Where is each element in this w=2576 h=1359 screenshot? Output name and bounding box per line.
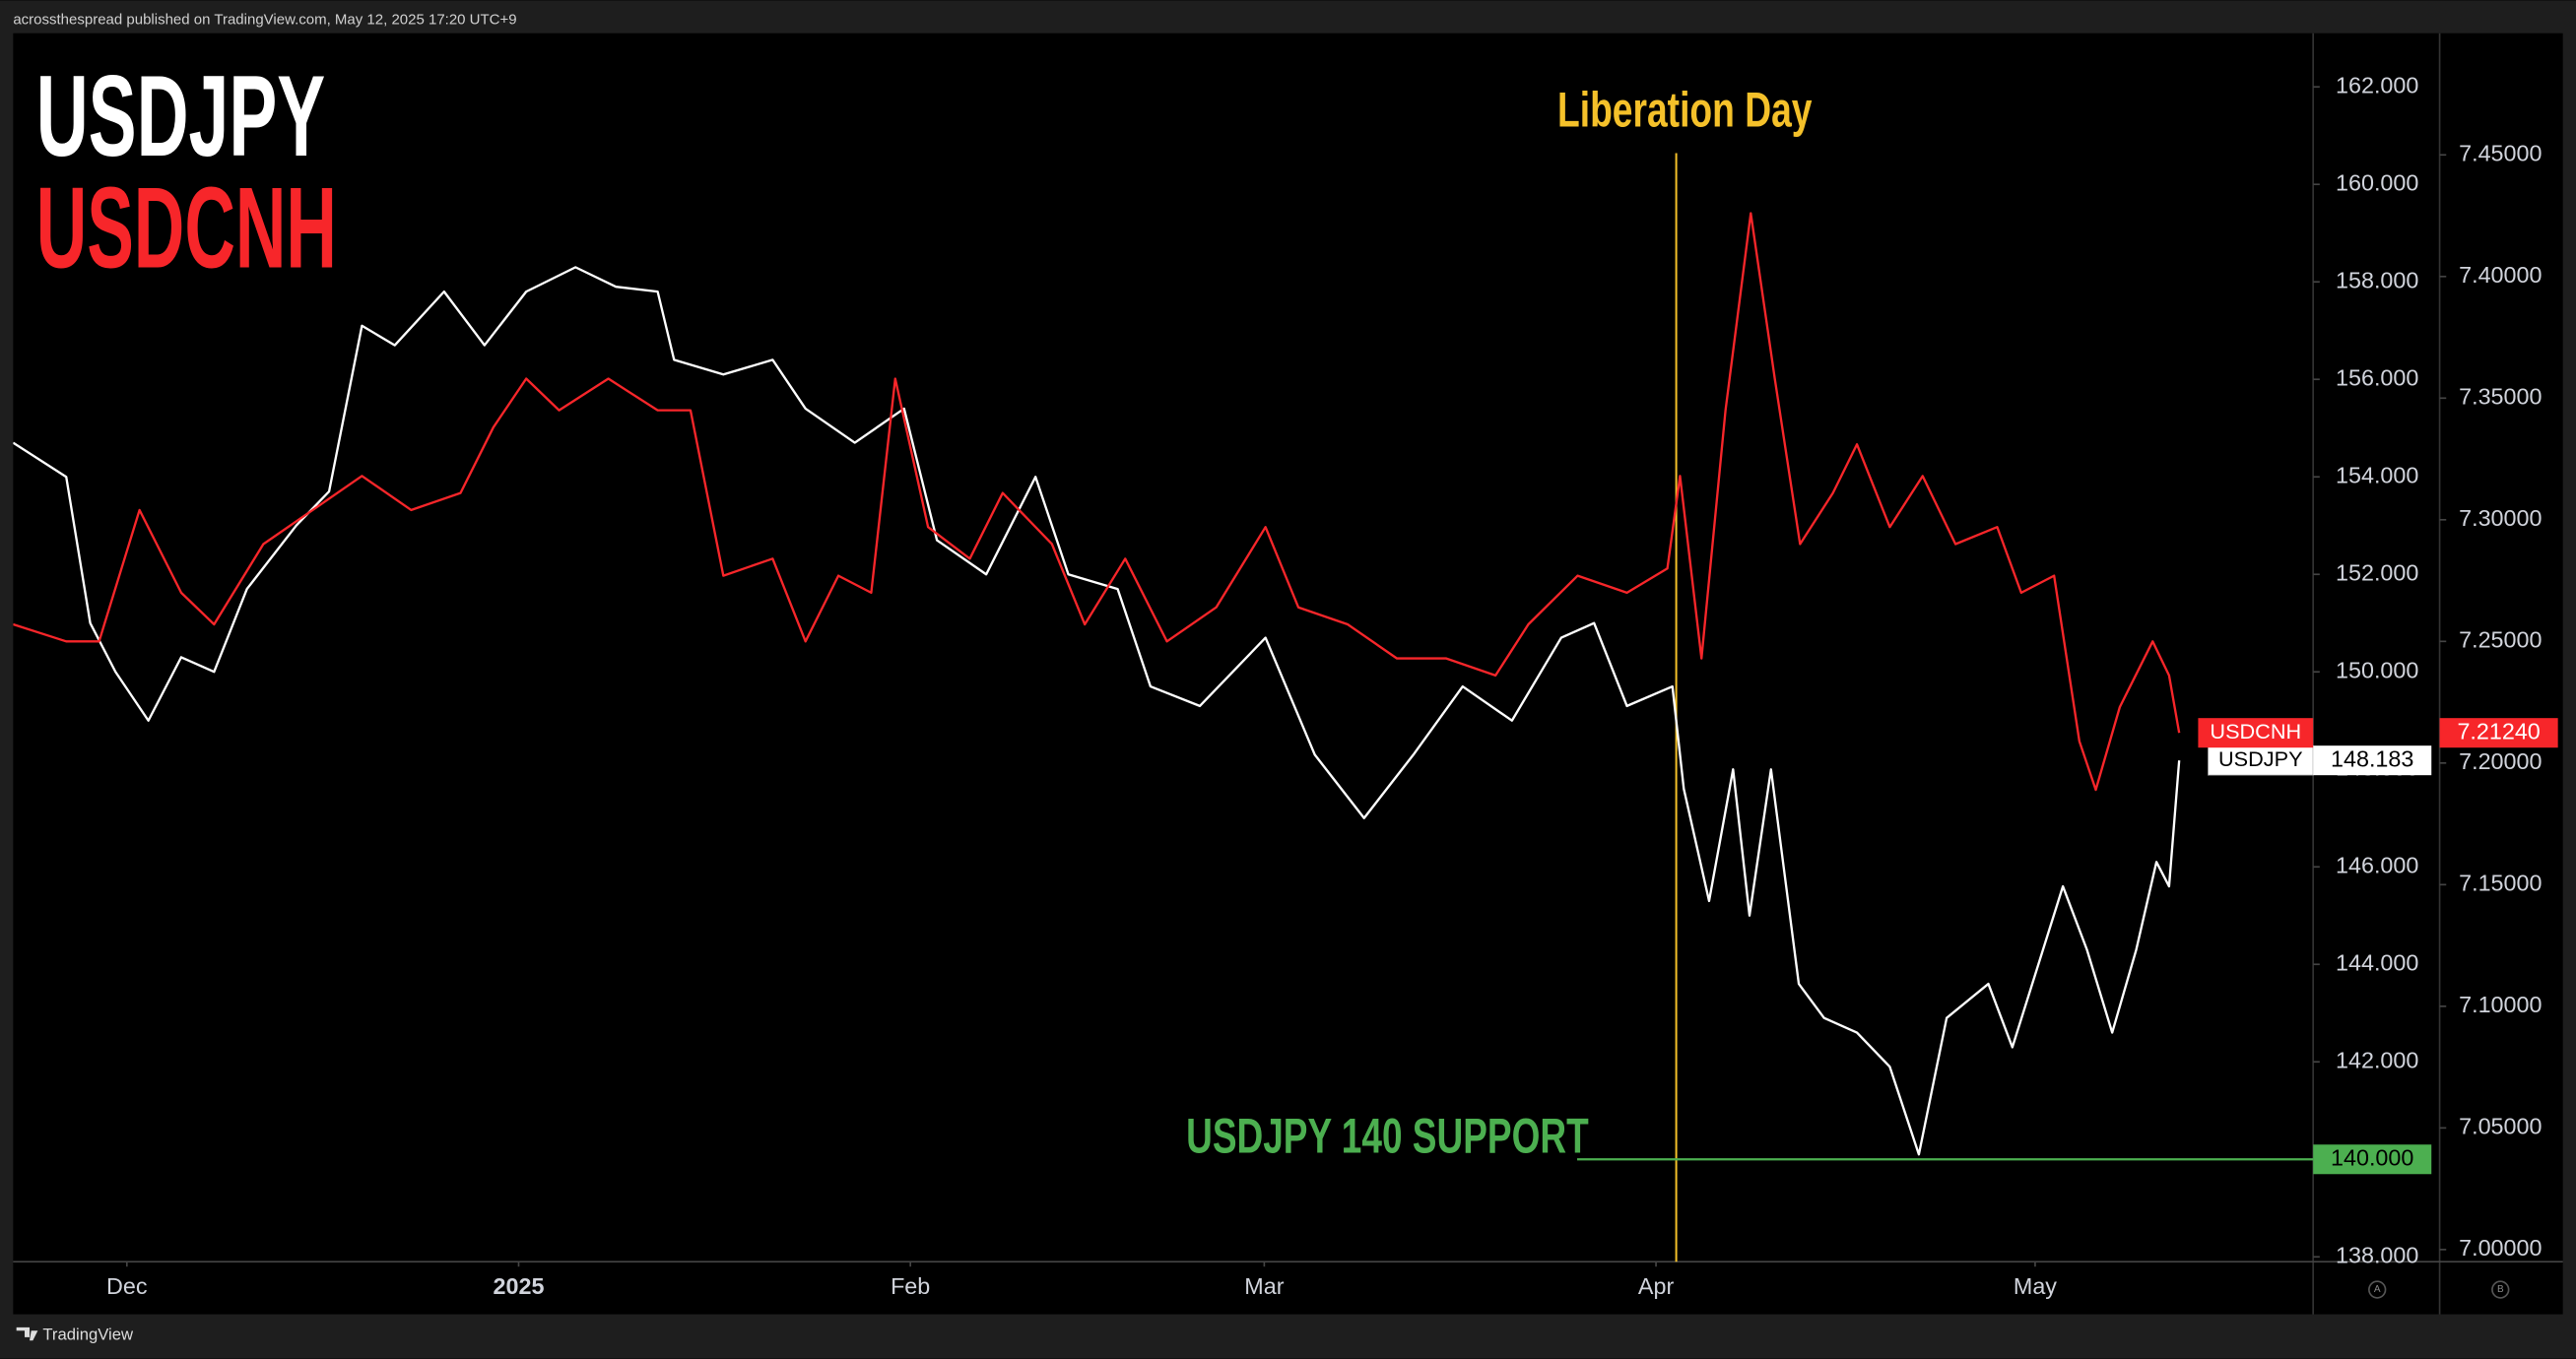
name-badge [2198, 718, 2314, 748]
y2-tick-label: 7.25000 [2459, 626, 2542, 652]
y-tick-label: 162.000 [2336, 72, 2418, 97]
y2-tick-label: 7.35000 [2459, 383, 2542, 409]
price-line [13, 212, 2181, 792]
name-badge-label: USDCNH [2210, 719, 2301, 744]
scale-button[interactable] [2491, 1280, 2510, 1299]
price-line [13, 266, 2181, 1156]
event-label: Liberation Day [1557, 83, 1813, 138]
y-tick-label: 160.000 [2336, 169, 2418, 195]
y-tick-label: 156.000 [2336, 364, 2418, 390]
y2-tick-label: 7.00000 [2459, 1235, 2542, 1261]
price-badge [2439, 718, 2558, 748]
name-badge [2208, 744, 2314, 776]
brand-logo [16, 1327, 38, 1341]
price-badge [2313, 745, 2432, 776]
y2-tick-label: 7.40000 [2459, 262, 2542, 288]
legend-title: USDJPY [36, 51, 326, 180]
header-text: acrossthespread published on TradingView… [13, 11, 516, 28]
legend-title: USDCNH [36, 162, 337, 291]
y-tick-label: 146.000 [2336, 852, 2418, 877]
x-tick-label: 2025 [494, 1273, 545, 1299]
x-tick-label: Mar [1244, 1273, 1284, 1299]
scale-button[interactable] [2368, 1280, 2387, 1299]
support-badge-label: 140.000 [2331, 1144, 2413, 1170]
y-tick-label: 150.000 [2336, 657, 2418, 682]
y2-tick-label: 7.30000 [2459, 505, 2542, 531]
y-tick-label: 152.000 [2336, 559, 2418, 585]
scale-button-label[interactable]: B [2497, 1284, 2504, 1295]
x-tick-label: Dec [106, 1273, 148, 1299]
y-tick-label: 154.000 [2336, 462, 2418, 487]
x-tick-label: Apr [1638, 1273, 1675, 1299]
support-badge [2313, 1144, 2432, 1175]
price-badge-label: 7.21240 [2457, 718, 2540, 744]
name-badge-label: USDJPY [2218, 746, 2303, 771]
chart-pane [13, 32, 2563, 1315]
y2-tick-label: 7.05000 [2459, 1114, 2542, 1139]
y2-tick-label: 7.15000 [2459, 870, 2542, 895]
x-tick-label: May [2014, 1273, 2057, 1299]
x-tick-label: Feb [891, 1273, 930, 1299]
y-tick-label: 142.000 [2336, 1047, 2418, 1072]
y2-tick-label: 7.45000 [2459, 140, 2542, 165]
brand: TradingView [42, 1326, 134, 1344]
support-label: USDJPY 140 SUPPORT [1186, 1108, 1589, 1163]
y2-tick-label: 7.10000 [2459, 992, 2542, 1017]
y-tick-label: 144.000 [2336, 949, 2418, 975]
price-badge-label: 148.183 [2331, 745, 2413, 771]
y-tick-label: 138.000 [2336, 1242, 2418, 1267]
scale-button-label[interactable]: A [2374, 1284, 2381, 1295]
y-tick-label: 158.000 [2336, 267, 2418, 292]
y2-tick-label: 7.20000 [2459, 748, 2542, 774]
